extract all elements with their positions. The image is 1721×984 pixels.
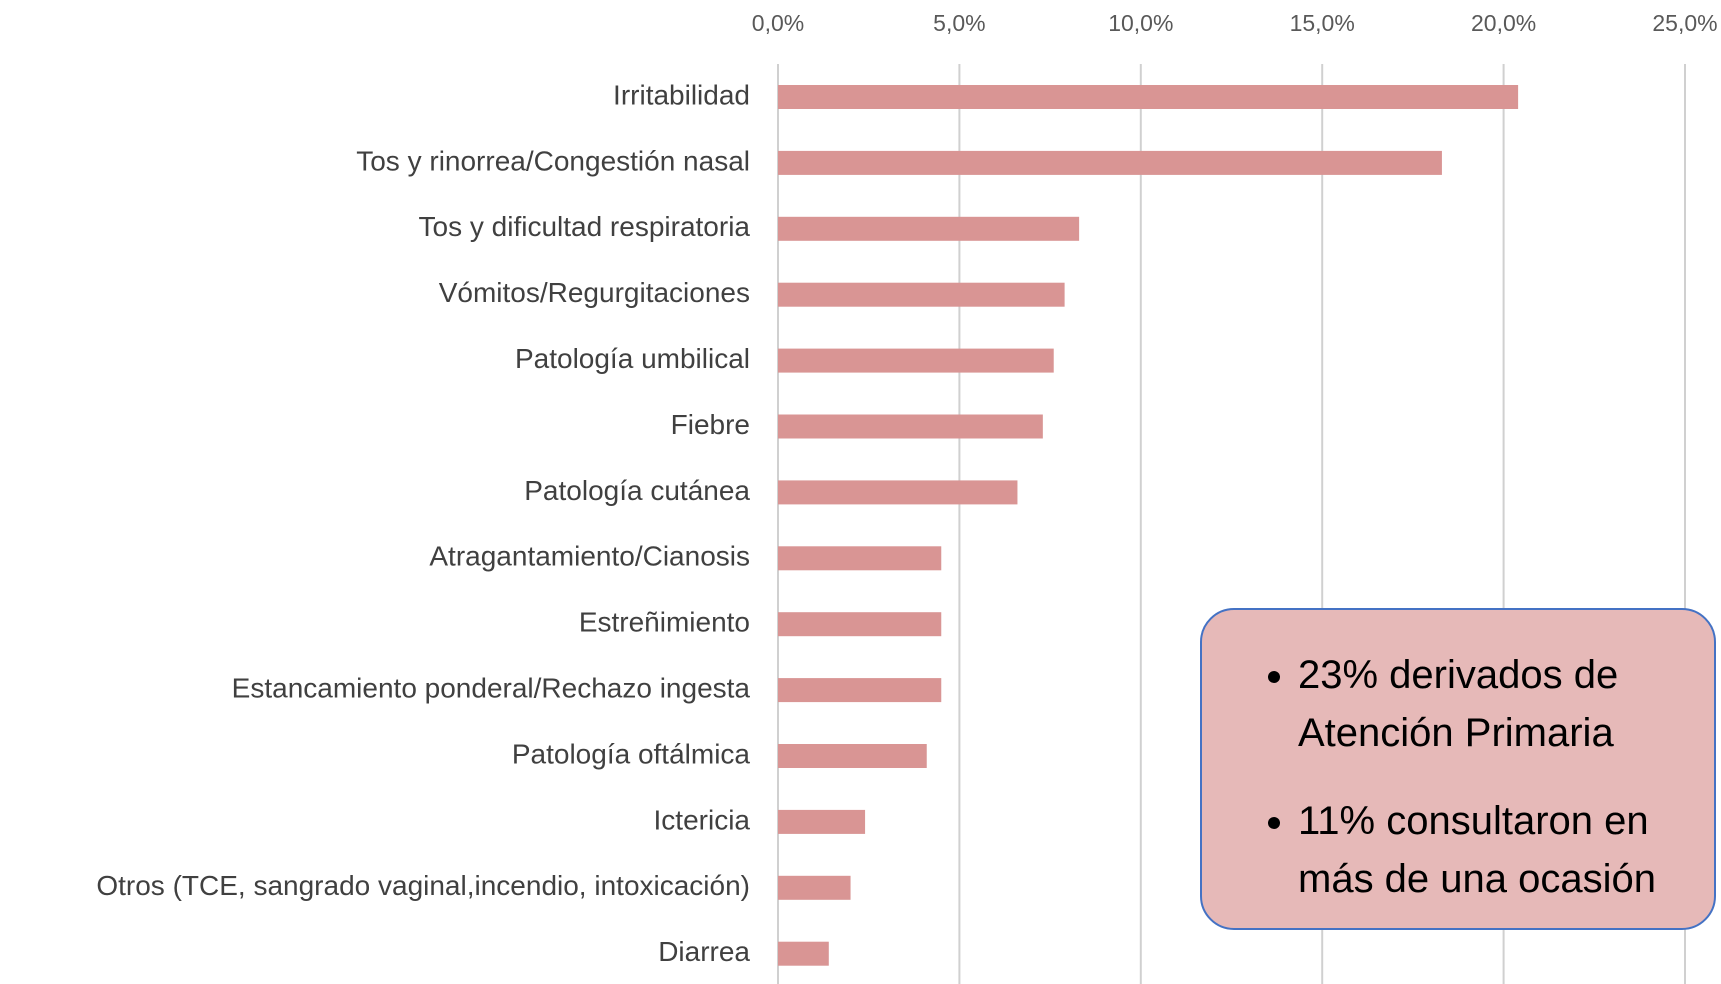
x-tick-label: 5,0% xyxy=(933,10,985,36)
callout-list: 23% derivados de Atención Primaria 11% c… xyxy=(1242,646,1704,908)
y-tick-label: Estreñimiento xyxy=(579,607,750,638)
callout-box: 23% derivados de Atención Primaria 11% c… xyxy=(1200,608,1716,930)
bar xyxy=(778,480,1018,505)
callout-item: 11% consultaron en más de una ocasión xyxy=(1298,792,1704,908)
x-tick-label: 10,0% xyxy=(1108,10,1173,36)
bar xyxy=(778,85,1519,109)
bar xyxy=(778,875,851,900)
y-tick-label: Patología umbilical xyxy=(515,343,750,374)
bar xyxy=(778,744,927,768)
bar xyxy=(778,414,1043,439)
y-tick-label: Patología cutánea xyxy=(524,475,750,506)
bar xyxy=(778,348,1054,373)
y-tick-label: Vómitos/Regurgitaciones xyxy=(439,277,750,308)
bar xyxy=(778,150,1442,175)
y-tick-label: Atragantamiento/Cianosis xyxy=(429,541,750,572)
y-tick-label: Tos y rinorrea/Congestión nasal xyxy=(356,145,750,176)
bar xyxy=(778,216,1080,241)
bar xyxy=(778,941,829,966)
y-tick-label: Estancamiento ponderal/Rechazo ingesta xyxy=(232,672,751,703)
bar xyxy=(778,678,942,703)
y-tick-label: Diarrea xyxy=(658,936,750,967)
y-tick-label: Irritabilidad xyxy=(613,79,750,110)
y-tick-label: Patología oftálmica xyxy=(512,738,751,769)
y-tick-label: Ictericia xyxy=(654,804,751,835)
bar xyxy=(778,612,942,637)
callout-item: 23% derivados de Atención Primaria xyxy=(1298,646,1704,762)
bar xyxy=(778,546,942,571)
y-tick-label: Tos y dificultad respiratoria xyxy=(419,211,751,242)
y-tick-label: Fiebre xyxy=(671,409,750,440)
x-tick-label: 20,0% xyxy=(1471,10,1536,36)
bar xyxy=(778,282,1065,307)
y-tick-label: Otros (TCE, sangrado vaginal,incendio, i… xyxy=(96,870,750,901)
bar xyxy=(778,809,866,834)
x-tick-label: 15,0% xyxy=(1290,10,1355,36)
x-tick-label: 0,0% xyxy=(752,10,804,36)
x-tick-label: 25,0% xyxy=(1652,10,1717,36)
